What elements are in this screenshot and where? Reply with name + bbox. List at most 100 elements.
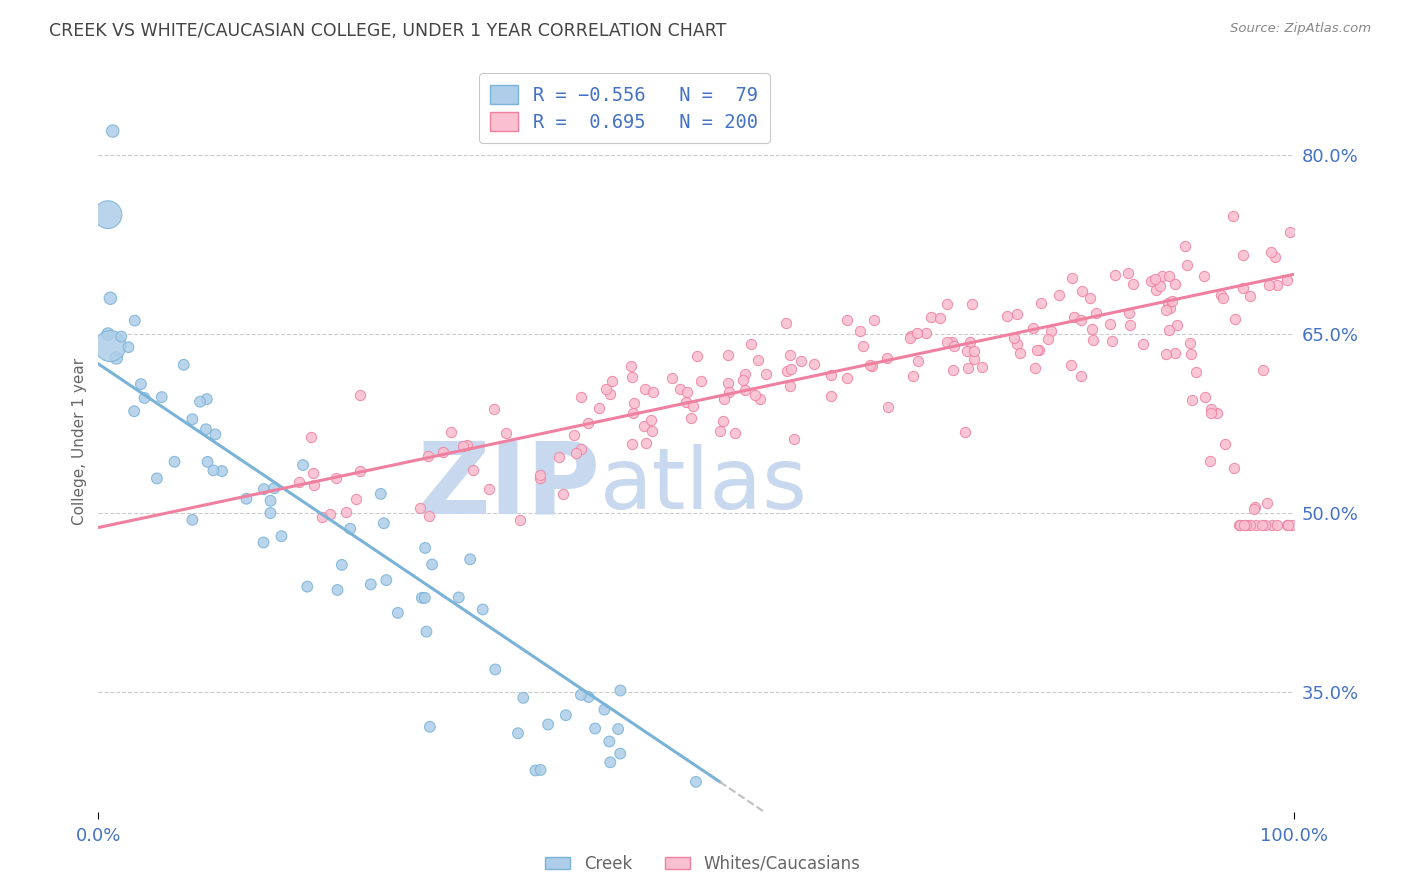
Point [1227,518,1250,533]
Point [920,310,942,324]
Point [1192,269,1215,284]
Point [98,339,122,353]
Point [1234,518,1257,533]
Y-axis label: College, Under 1 year: College, Under 1 year [72,358,87,525]
Point [1164,346,1187,360]
Point [1008,345,1031,359]
Point [599,387,621,401]
Point [1031,295,1053,310]
Point [122,404,145,418]
Point [1267,518,1289,533]
Point [724,425,747,440]
Point [1232,281,1254,295]
Point [1159,301,1181,316]
Point [1256,496,1278,510]
Point [195,392,218,406]
Point [1198,454,1220,468]
Point [129,377,152,392]
Point [1047,287,1070,301]
Point [1104,268,1126,282]
Point [578,690,600,704]
Point [957,361,980,376]
Point [287,475,309,490]
Point [453,439,475,453]
Point [1281,518,1303,533]
Point [755,367,778,381]
Point [1039,324,1062,338]
Point [253,482,276,496]
Point [1223,460,1246,475]
Point [576,417,599,431]
Point [413,541,436,555]
Point [640,413,662,427]
Point [959,335,981,350]
Point [447,591,470,605]
Point [335,505,357,519]
Point [1239,518,1261,533]
Point [876,401,898,415]
Point [97,208,120,222]
Point [235,491,257,506]
Point [709,424,731,438]
Point [547,450,569,465]
Point [820,389,842,403]
Point [418,449,440,463]
Point [734,384,756,398]
Point [929,310,952,325]
Text: atlas: atlas [600,444,808,527]
Point [1080,322,1102,336]
Point [1178,336,1201,351]
Point [1265,278,1288,293]
Point [564,446,586,460]
Point [1181,393,1204,408]
Point [1232,518,1254,533]
Point [1209,288,1232,302]
Point [942,363,965,377]
Point [537,717,560,731]
Point [1161,294,1184,309]
Point [1070,313,1092,327]
Point [97,327,120,342]
Point [600,374,623,388]
Point [110,329,132,343]
Point [1101,334,1123,348]
Point [270,529,292,543]
Point [456,438,478,452]
Point [506,726,529,740]
Point [1071,284,1094,298]
Point [609,747,631,761]
Point [432,444,454,458]
Point [783,432,806,446]
Point [835,371,858,385]
Point [1222,209,1244,223]
Point [609,683,631,698]
Point [1243,501,1265,516]
Text: CREEK VS WHITE/CAUCASIAN COLLEGE, UNDER 1 YEAR CORRELATION CHART: CREEK VS WHITE/CAUCASIAN COLLEGE, UNDER … [49,22,727,40]
Point [1229,518,1251,533]
Point [1166,318,1188,333]
Point [1275,518,1298,533]
Point [150,390,173,404]
Point [1213,436,1236,450]
Point [1239,289,1261,303]
Point [620,370,643,384]
Point [859,358,882,372]
Point [789,353,811,368]
Point [495,425,517,440]
Point [349,464,371,478]
Point [634,383,657,397]
Point [1118,306,1140,320]
Point [1212,291,1234,305]
Point [1254,518,1277,533]
Point [599,756,621,770]
Point [311,509,333,524]
Point [1005,307,1028,321]
Point [588,401,610,416]
Point [915,326,938,341]
Point [1144,272,1167,286]
Point [478,482,501,496]
Point [204,427,226,442]
Point [1024,360,1046,375]
Point [1025,343,1047,357]
Point [1253,362,1275,376]
